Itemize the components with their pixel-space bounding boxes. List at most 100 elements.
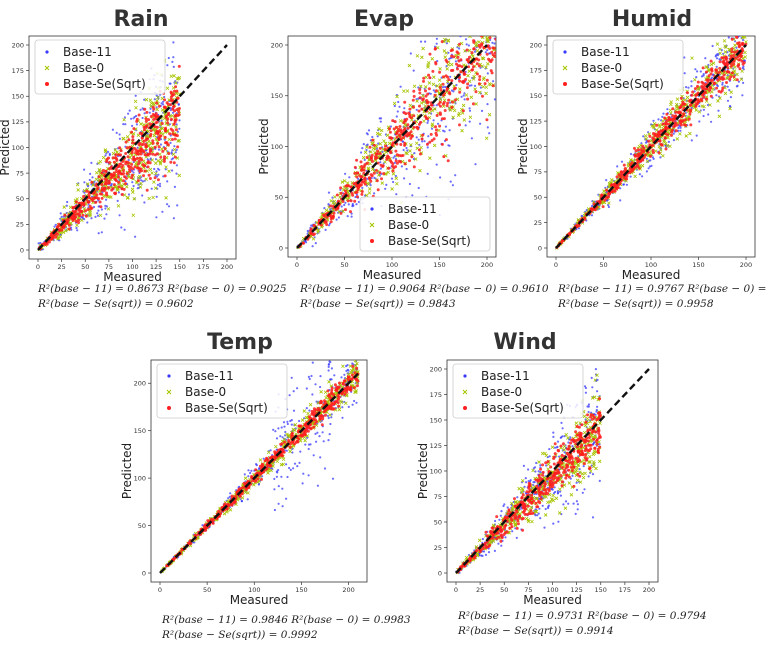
point (718, 60, 722, 64)
point (319, 385, 322, 389)
y-axis-label: Predicted (516, 118, 530, 174)
point (124, 184, 129, 189)
point (130, 151, 134, 155)
point (741, 62, 745, 66)
point (375, 179, 379, 183)
point (84, 209, 87, 213)
chart-title: Humid (612, 7, 692, 32)
point (666, 135, 670, 140)
point (59, 212, 62, 215)
point (405, 89, 410, 93)
point (705, 78, 709, 82)
point (273, 488, 276, 491)
point (371, 146, 376, 151)
point (726, 74, 729, 77)
point (729, 75, 733, 79)
point (427, 73, 431, 77)
point (458, 90, 462, 94)
point (451, 115, 455, 120)
point (381, 164, 385, 168)
point (482, 21, 484, 23)
point (471, 31, 473, 33)
point (623, 177, 627, 180)
point (394, 174, 397, 178)
point (281, 487, 284, 490)
point (67, 223, 71, 227)
point (131, 213, 136, 218)
point (718, 47, 722, 52)
point (721, 86, 725, 90)
point (633, 146, 636, 150)
point (412, 157, 415, 161)
point (403, 107, 406, 110)
point (133, 157, 137, 161)
point (353, 165, 357, 169)
point (395, 115, 398, 118)
point (492, 80, 495, 83)
point (131, 124, 134, 127)
point (146, 161, 150, 165)
point (405, 151, 409, 156)
point (467, 69, 472, 73)
point (473, 6, 476, 9)
point (405, 167, 408, 171)
point (337, 407, 342, 412)
point (481, 5, 484, 8)
point (424, 89, 427, 93)
point (169, 141, 172, 144)
point (168, 132, 172, 136)
point (419, 40, 423, 43)
point (417, 86, 420, 89)
point (115, 158, 119, 162)
point (644, 144, 648, 148)
point (156, 167, 160, 170)
point (373, 176, 376, 179)
point (668, 144, 672, 149)
point (458, 42, 461, 46)
point (726, 70, 730, 74)
point (483, 21, 486, 24)
point (175, 164, 178, 167)
point (482, 0, 485, 1)
point (296, 465, 299, 468)
point (132, 197, 137, 201)
point (480, 64, 485, 68)
point (470, 84, 473, 87)
point (357, 200, 360, 204)
point (304, 443, 307, 446)
point (293, 423, 298, 427)
point (127, 138, 131, 142)
point (156, 95, 160, 100)
point (690, 139, 693, 142)
point (402, 148, 405, 152)
point (174, 85, 178, 89)
point (629, 158, 633, 162)
point (89, 207, 93, 211)
point (474, 17, 477, 20)
point (480, 43, 484, 47)
point (738, 67, 742, 71)
point (417, 109, 421, 113)
point (365, 156, 369, 159)
point (282, 421, 286, 424)
point (489, 36, 493, 37)
point (331, 196, 334, 199)
point (356, 171, 359, 175)
point (135, 123, 138, 126)
point (449, 101, 452, 104)
point (176, 114, 180, 117)
point (477, 6, 479, 8)
y-tick-label: 50 (138, 522, 146, 530)
point (431, 82, 436, 87)
point (657, 118, 660, 121)
point (486, 49, 489, 52)
point (663, 141, 668, 146)
point (284, 430, 287, 434)
point (94, 170, 99, 175)
point (151, 195, 155, 200)
point (434, 128, 438, 132)
point (344, 201, 347, 204)
point (446, 159, 450, 163)
point (464, 93, 469, 97)
